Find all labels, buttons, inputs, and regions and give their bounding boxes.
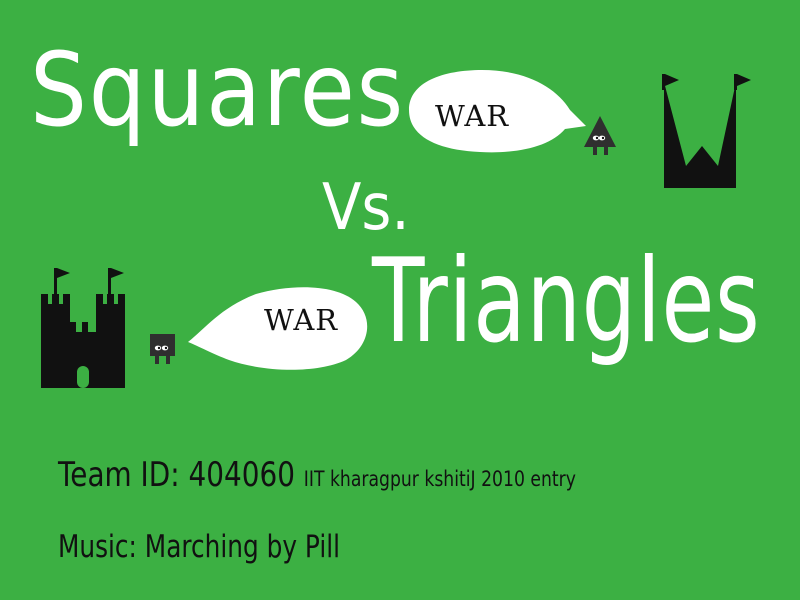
title-squares: Squares [30,31,406,150]
speech-bubble-top-label: WAR [435,99,510,133]
speech-bubble-top [409,70,586,153]
square-soldier-icon [150,334,175,364]
team-credit-line: Team ID: 404060 IIT kharagpur kshitiJ 20… [58,458,576,492]
team-entry-text: IIT kharagpur kshitiJ 2010 entry [303,467,576,491]
castle-tower-icon [41,268,125,388]
castle-w-icon [662,74,751,188]
music-credit: Music: Marching by Pill [58,529,341,565]
speech-bubble-bottom [188,287,368,370]
triangle-soldier-icon [584,116,616,155]
team-id-value: 404060 [188,455,295,495]
title-triangles: Triangles [372,234,761,369]
speech-bubble-bottom-label: WAR [264,303,339,337]
team-id-label: Team ID: [58,455,180,495]
title-vs: Vs. [322,171,410,245]
